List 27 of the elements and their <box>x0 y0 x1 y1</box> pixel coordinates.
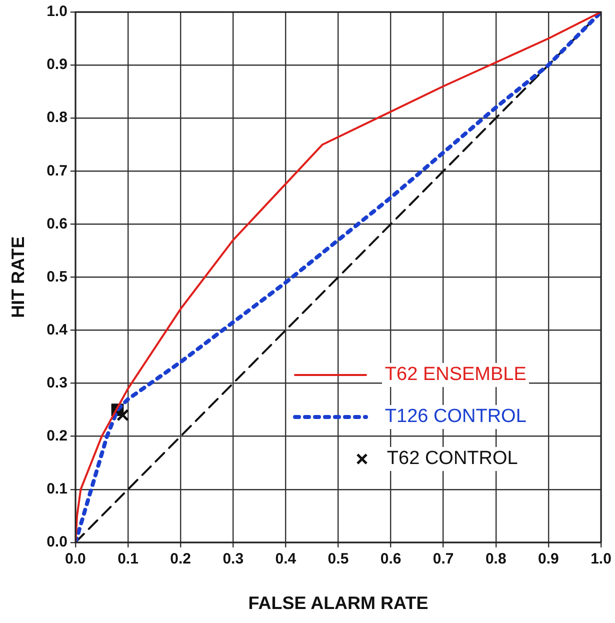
x-axis-title: FALSE ALARM RATE <box>248 593 428 614</box>
legend-label: T62 CONTROL <box>384 447 521 472</box>
y-tick-label: 0.3 <box>46 374 68 392</box>
x-tick-label: 0.9 <box>538 550 559 568</box>
x-tick-label: 0.1 <box>118 550 138 568</box>
y-tick-label: 0.0 <box>46 534 68 551</box>
y-tick-label: 0.5 <box>46 268 68 286</box>
y-tick-label: 0.2 <box>46 427 68 444</box>
y-axis-title: HIT RATE <box>8 236 28 318</box>
x-tick-label: 0.0 <box>65 550 86 568</box>
y-tick-label: 0.1 <box>46 480 68 498</box>
x-tick-label: 0.3 <box>222 550 244 568</box>
x-tick-label: 0.6 <box>380 550 402 568</box>
y-tick-label: 0.4 <box>46 321 68 338</box>
y-tick-label: 1.0 <box>46 3 68 20</box>
x-tick-label: 0.7 <box>432 550 454 568</box>
legend-label: T62 ENSEMBLE <box>382 363 530 388</box>
y-tick-label: 0.6 <box>46 215 68 232</box>
legend-label: T126 CONTROL <box>382 405 530 430</box>
y-tick-label: 0.8 <box>46 109 68 126</box>
y-tick-label: 0.9 <box>46 56 68 74</box>
x-tick-label: 0.5 <box>328 550 349 568</box>
x-tick-label: 0.4 <box>275 550 297 568</box>
y-tick-label: 0.7 <box>46 162 68 180</box>
x-tick-label: 0.8 <box>485 550 506 568</box>
x-tick-label: 0.2 <box>170 550 191 568</box>
x-tick-label: 1.0 <box>590 550 612 568</box>
